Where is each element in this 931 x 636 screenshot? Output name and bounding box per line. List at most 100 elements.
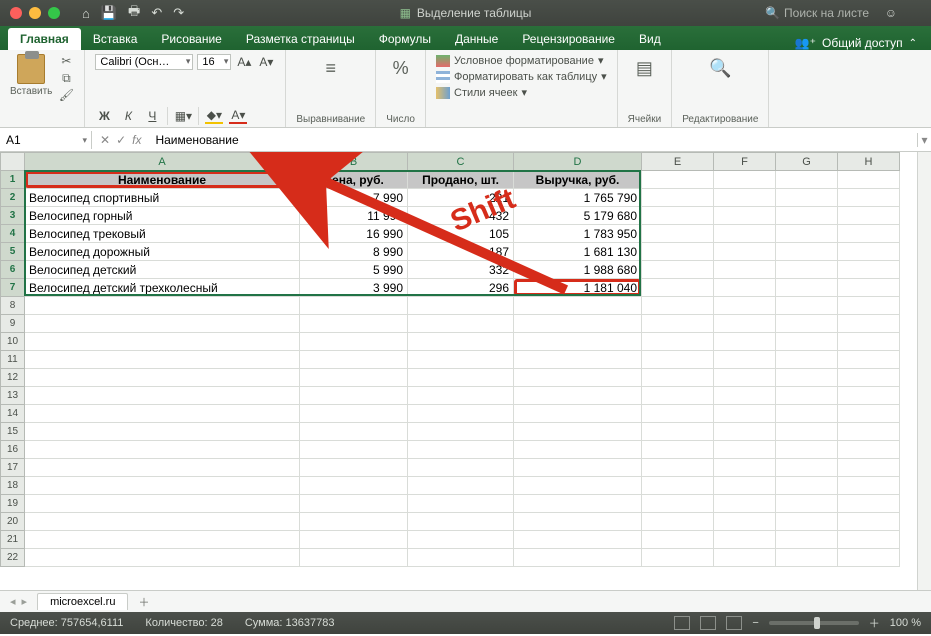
format-painter-icon[interactable]: 🖌	[58, 88, 74, 102]
cell[interactable]	[642, 459, 714, 477]
cell[interactable]: Велосипед детский трехколесный	[25, 279, 300, 297]
cell[interactable]: 1 988 680	[514, 261, 642, 279]
vertical-scrollbar[interactable]	[917, 152, 931, 590]
cell[interactable]	[408, 405, 514, 423]
add-sheet-button[interactable]: ＋	[128, 594, 159, 610]
cell[interactable]	[408, 531, 514, 549]
cell[interactable]	[776, 531, 838, 549]
row-header[interactable]: 21	[1, 531, 25, 549]
row-header[interactable]: 19	[1, 495, 25, 513]
cell[interactable]	[714, 369, 776, 387]
cell[interactable]	[714, 297, 776, 315]
cell[interactable]	[838, 459, 900, 477]
cell[interactable]	[514, 531, 642, 549]
cell[interactable]: 332	[408, 261, 514, 279]
cell[interactable]	[838, 225, 900, 243]
cell[interactable]	[838, 189, 900, 207]
fx-icon[interactable]: fx	[132, 133, 141, 147]
cell[interactable]	[25, 351, 300, 369]
cell[interactable]: 7 990	[300, 189, 408, 207]
cell[interactable]	[300, 351, 408, 369]
cell[interactable]	[714, 207, 776, 225]
cell[interactable]	[714, 225, 776, 243]
cell[interactable]	[838, 369, 900, 387]
cell[interactable]: 296	[408, 279, 514, 297]
cell[interactable]	[642, 171, 714, 189]
cell[interactable]	[838, 495, 900, 513]
column-header[interactable]: C	[408, 153, 514, 171]
cell[interactable]	[642, 279, 714, 297]
cell[interactable]	[838, 315, 900, 333]
cell[interactable]	[642, 315, 714, 333]
cell[interactable]	[514, 477, 642, 495]
cell[interactable]	[25, 405, 300, 423]
cell[interactable]	[642, 369, 714, 387]
cell[interactable]	[25, 495, 300, 513]
cell[interactable]	[514, 459, 642, 477]
cell[interactable]	[838, 243, 900, 261]
font-color-button[interactable]: A▾	[229, 108, 247, 124]
share-icon[interactable]: 👥⁺	[795, 36, 816, 50]
increase-font-icon[interactable]: A▴	[235, 55, 253, 69]
tab-view[interactable]: Вид	[627, 28, 673, 50]
cell[interactable]	[714, 279, 776, 297]
sheet-tab[interactable]: microexcel.ru	[37, 593, 128, 610]
cell[interactable]	[408, 297, 514, 315]
cell[interactable]	[714, 243, 776, 261]
cell[interactable]	[300, 423, 408, 441]
cell[interactable]: Выручка, руб.	[514, 171, 642, 189]
cell[interactable]	[514, 387, 642, 405]
row-header[interactable]: 20	[1, 513, 25, 531]
normal-view-icon[interactable]	[674, 616, 690, 630]
cut-icon[interactable]: ✂	[58, 54, 74, 68]
cell[interactable]	[776, 405, 838, 423]
sheet-nav-first-icon[interactable]: ◂	[10, 595, 16, 608]
row-header[interactable]: 9	[1, 315, 25, 333]
cell[interactable]: 5 990	[300, 261, 408, 279]
column-header[interactable]: E	[642, 153, 714, 171]
column-header[interactable]: F	[714, 153, 776, 171]
cell[interactable]	[838, 261, 900, 279]
cell[interactable]	[300, 315, 408, 333]
cell[interactable]	[776, 423, 838, 441]
cell[interactable]: 105	[408, 225, 514, 243]
row-header[interactable]: 10	[1, 333, 25, 351]
cell[interactable]	[714, 531, 776, 549]
cell[interactable]	[776, 351, 838, 369]
cell[interactable]	[642, 405, 714, 423]
cell[interactable]	[642, 225, 714, 243]
cell[interactable]	[408, 477, 514, 495]
column-header[interactable]: D	[514, 153, 642, 171]
cell[interactable]	[408, 495, 514, 513]
cell[interactable]	[25, 513, 300, 531]
cell[interactable]	[408, 369, 514, 387]
cell[interactable]	[25, 531, 300, 549]
cell[interactable]	[514, 549, 642, 567]
cell[interactable]: Велосипед трековый	[25, 225, 300, 243]
cell[interactable]	[25, 369, 300, 387]
row-header[interactable]: 14	[1, 405, 25, 423]
name-box[interactable]: A1	[0, 131, 92, 149]
cell[interactable]: Цена, руб.	[300, 171, 408, 189]
cell[interactable]	[838, 549, 900, 567]
italic-button[interactable]: К	[119, 109, 137, 123]
cell[interactable]	[776, 387, 838, 405]
cell[interactable]	[838, 333, 900, 351]
cell[interactable]	[514, 441, 642, 459]
cell[interactable]	[776, 315, 838, 333]
row-header[interactable]: 13	[1, 387, 25, 405]
cell[interactable]	[642, 513, 714, 531]
copy-icon[interactable]: ⧉	[58, 71, 74, 85]
cell[interactable]: 8 990	[300, 243, 408, 261]
paste-button[interactable]	[17, 54, 45, 84]
tab-home[interactable]: Главная	[8, 28, 81, 50]
cell[interactable]	[300, 531, 408, 549]
row-header[interactable]: 16	[1, 441, 25, 459]
column-header[interactable]: G	[776, 153, 838, 171]
cell[interactable]	[300, 369, 408, 387]
minimize-traffic-light[interactable]	[29, 7, 41, 19]
cell[interactable]	[776, 189, 838, 207]
cell[interactable]	[776, 297, 838, 315]
cell[interactable]	[408, 315, 514, 333]
cell[interactable]	[300, 333, 408, 351]
